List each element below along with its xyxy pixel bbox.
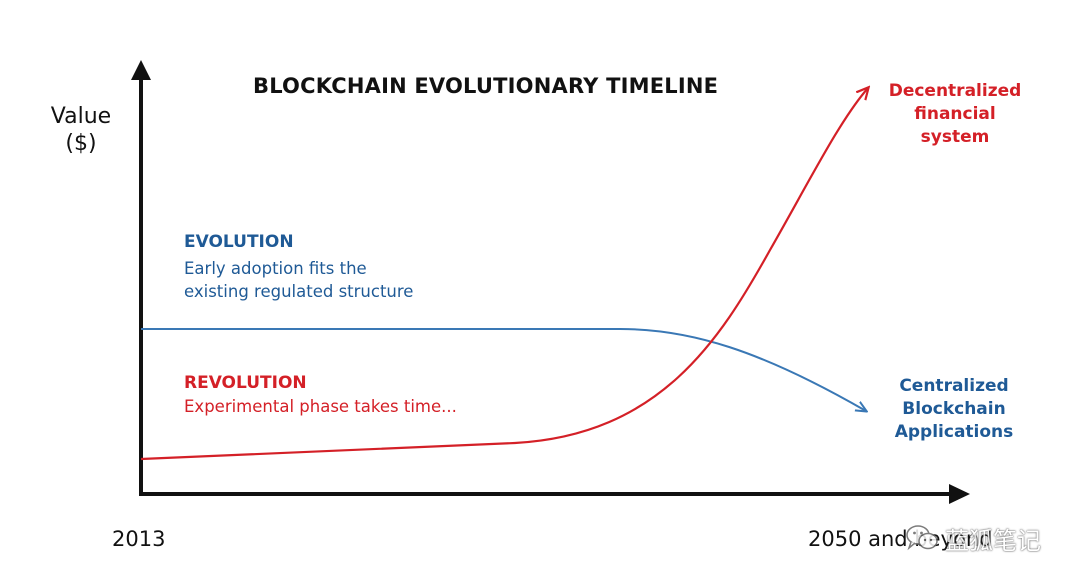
- revolution-end-label-line: Decentralized: [888, 81, 1022, 101]
- revolution-heading: REVOLUTION: [184, 373, 307, 393]
- watermark-text: 蓝狐笔记: [945, 526, 1041, 555]
- x-axis-start-label: 2013: [112, 527, 166, 551]
- y-axis-arrowhead: [131, 60, 151, 80]
- y-axis-label-line: ($): [65, 130, 97, 156]
- revolution-end-label: Decentralized financial system: [880, 80, 1030, 149]
- diagram-title: BLOCKCHAIN EVOLUTIONARY TIMELINE: [253, 74, 719, 98]
- evolution-description-line: Early adoption fits the: [184, 259, 367, 278]
- evolution-end-label-line: Centralized: [899, 376, 1009, 396]
- revolution-end-label-line: financial: [914, 104, 996, 125]
- revolution-end-label-line: system: [920, 127, 990, 148]
- evolution-end-label: Centralized Blockchain Applications: [884, 375, 1024, 444]
- y-axis-label-line: Value: [50, 104, 112, 129]
- evolution-heading: EVOLUTION: [184, 232, 294, 252]
- evolution-curve: [141, 328, 866, 411]
- evolution-description: Early adoption fits the existing regulat…: [184, 257, 413, 304]
- evolution-end-label-line: Applications: [894, 422, 1014, 443]
- evolution-description-line: existing regulated structure: [184, 282, 414, 302]
- y-axis-label: Value ($): [48, 104, 114, 158]
- evolution-end-label-line: Blockchain: [902, 399, 1006, 420]
- wechat-icon: [906, 525, 938, 551]
- watermark: 蓝狐笔记: [905, 520, 1041, 556]
- revolution-description: Experimental phase takes time...: [184, 397, 457, 416]
- x-axis-arrowhead: [949, 484, 970, 504]
- x-axis-end-label: 2050 and beyond: [808, 527, 993, 551]
- revolution-curve: [140, 88, 868, 461]
